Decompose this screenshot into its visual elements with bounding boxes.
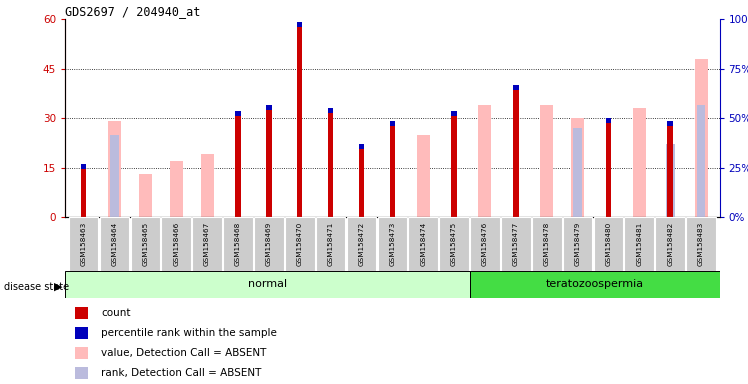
Text: GSM158471: GSM158471 [328, 222, 334, 266]
Text: GSM158480: GSM158480 [605, 222, 611, 266]
Bar [69, 217, 99, 271]
Bar [378, 217, 407, 271]
Bar [108, 121, 121, 217]
Bar [192, 217, 222, 271]
Bar [532, 217, 562, 271]
Text: GSM158469: GSM158469 [266, 222, 272, 266]
Text: disease state: disease state [4, 282, 69, 292]
Bar [625, 217, 654, 271]
Bar [297, 23, 302, 217]
Text: GSM158463: GSM158463 [81, 222, 87, 266]
Bar [606, 118, 611, 123]
Bar [254, 217, 283, 271]
Text: percentile rank within the sample: percentile rank within the sample [101, 328, 277, 338]
Bar [266, 105, 272, 217]
Bar [571, 118, 584, 217]
Text: GSM158468: GSM158468 [235, 222, 241, 266]
Text: normal: normal [248, 279, 287, 289]
Text: GSM158470: GSM158470 [297, 222, 303, 266]
Text: GSM158464: GSM158464 [111, 222, 117, 266]
Bar [479, 105, 491, 217]
Text: GSM158477: GSM158477 [513, 222, 519, 266]
Bar [139, 174, 152, 217]
Bar [695, 59, 708, 217]
Bar [417, 134, 429, 217]
Bar [666, 144, 675, 217]
Text: GSM158483: GSM158483 [698, 222, 704, 266]
Bar [470, 271, 720, 298]
Bar [328, 108, 334, 113]
Bar [162, 217, 191, 271]
Text: GSM158481: GSM158481 [637, 222, 643, 266]
Bar [99, 217, 129, 271]
Bar [316, 217, 346, 271]
Bar [562, 217, 592, 271]
Bar [235, 111, 241, 217]
Bar [696, 105, 705, 217]
Bar [573, 128, 582, 217]
Bar [606, 118, 611, 217]
Text: GSM158473: GSM158473 [389, 222, 396, 266]
Text: GSM158475: GSM158475 [451, 222, 457, 266]
Text: GSM158474: GSM158474 [420, 222, 426, 266]
Bar [359, 144, 364, 217]
Bar [667, 121, 673, 126]
Bar [655, 217, 685, 271]
Bar [439, 217, 469, 271]
Bar [346, 217, 376, 271]
Bar [223, 217, 253, 271]
Text: GSM158482: GSM158482 [667, 222, 673, 266]
Bar [65, 271, 470, 298]
Text: GSM158466: GSM158466 [174, 222, 180, 266]
Bar [390, 121, 395, 217]
Bar [170, 161, 183, 217]
Bar [297, 23, 302, 27]
Text: GSM158467: GSM158467 [204, 222, 210, 266]
Bar [451, 111, 457, 217]
Bar [328, 108, 334, 217]
Bar [266, 105, 272, 110]
Bar [470, 217, 500, 271]
Bar [667, 121, 673, 217]
Bar [200, 154, 214, 217]
Text: GSM158479: GSM158479 [574, 222, 580, 266]
Bar [130, 217, 160, 271]
Bar [235, 111, 241, 116]
Text: rank, Detection Call = ABSENT: rank, Detection Call = ABSENT [101, 368, 261, 378]
Bar [451, 111, 457, 116]
Bar [594, 217, 623, 271]
Text: GSM158478: GSM158478 [544, 222, 550, 266]
Bar [408, 217, 438, 271]
Text: value, Detection Call = ABSENT: value, Detection Call = ABSENT [101, 348, 266, 358]
Bar [110, 134, 119, 217]
Bar [390, 121, 395, 126]
Bar [285, 217, 314, 271]
Bar [81, 164, 86, 169]
Bar [513, 85, 518, 217]
Text: ▶: ▶ [54, 282, 62, 292]
Bar [686, 217, 716, 271]
Bar [501, 217, 530, 271]
Text: GSM158472: GSM158472 [358, 222, 364, 266]
Bar [540, 105, 554, 217]
Bar [359, 144, 364, 149]
Text: count: count [101, 308, 130, 318]
Bar [513, 85, 518, 90]
Text: GSM158465: GSM158465 [142, 222, 148, 266]
Bar [633, 108, 646, 217]
Text: teratozoospermia: teratozoospermia [546, 279, 644, 289]
Text: GSM158476: GSM158476 [482, 222, 488, 266]
Bar [81, 164, 86, 217]
Text: GDS2697 / 204940_at: GDS2697 / 204940_at [65, 5, 200, 18]
